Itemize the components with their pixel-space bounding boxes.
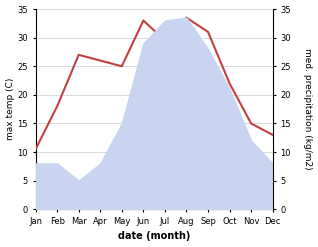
X-axis label: date (month): date (month) (118, 231, 190, 242)
Y-axis label: max temp (C): max temp (C) (5, 78, 15, 140)
Y-axis label: med. precipitation (kg/m2): med. precipitation (kg/m2) (303, 48, 313, 170)
